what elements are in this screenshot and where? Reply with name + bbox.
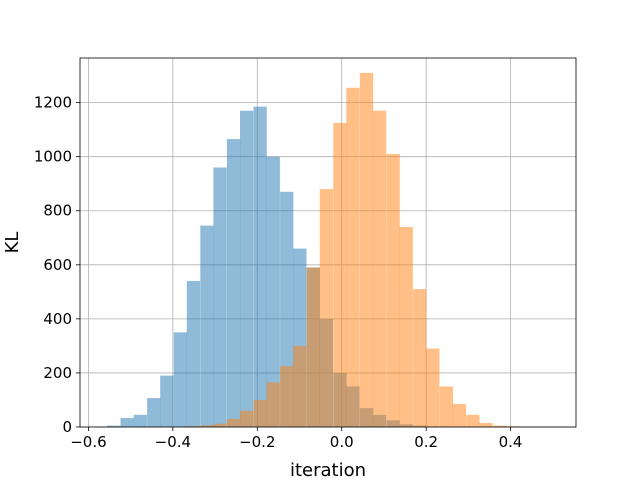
- histogram-bar: [466, 414, 480, 427]
- x-tick-label: 0.0: [330, 433, 354, 451]
- histogram-bar: [186, 426, 201, 427]
- y-tick-label: 400: [43, 310, 72, 328]
- histogram-bar: [293, 345, 307, 427]
- x-tick-label: −0.2: [239, 433, 275, 451]
- histogram-bar: [359, 72, 374, 427]
- y-tick-label: 800: [43, 202, 72, 220]
- histogram-bar: [426, 348, 440, 427]
- histogram-bar: [200, 225, 214, 427]
- histogram-bar: [160, 375, 174, 427]
- histogram-bar: [200, 425, 214, 427]
- histogram-bars: [107, 72, 520, 428]
- histogram-bar: [280, 366, 294, 427]
- y-tick-label: 200: [43, 364, 72, 382]
- histogram-bar: [173, 332, 188, 427]
- histogram-bar: [239, 110, 254, 427]
- histogram-bar: [253, 106, 267, 428]
- histogram-bar: [253, 399, 267, 427]
- histogram-bar: [386, 153, 400, 427]
- histogram-bar: [333, 122, 347, 427]
- histogram-bar: [346, 87, 360, 427]
- histogram-bar: [413, 289, 427, 427]
- histogram-bar: [452, 404, 467, 427]
- x-tick-label: −0.4: [155, 433, 191, 451]
- x-tick-label: 0.4: [499, 433, 523, 451]
- histogram-bar: [306, 267, 320, 427]
- y-tick-label: 600: [43, 256, 72, 274]
- y-tick-label: 1000: [34, 148, 72, 166]
- histogram-bar: [266, 382, 280, 427]
- histogram-bar: [213, 167, 227, 427]
- x-tick-label: 0.2: [414, 433, 438, 451]
- histogram-bar: [133, 414, 147, 427]
- histogram-bar: [399, 226, 413, 427]
- histogram-bar: [226, 139, 241, 427]
- histogram-bar: [492, 425, 507, 427]
- histogram-bar: [479, 422, 493, 427]
- y-tick-label: 1200: [34, 94, 72, 112]
- histogram-bar: [226, 418, 241, 427]
- histogram-bar: [372, 110, 387, 427]
- histogram-bar: [120, 418, 134, 427]
- series-2: [186, 72, 520, 427]
- histogram-bar: [266, 156, 280, 427]
- histogram-bar: [439, 386, 453, 427]
- histogram-bar: [147, 398, 161, 427]
- x-axis-label: iteration: [290, 460, 366, 480]
- x-tick-label: −0.6: [70, 433, 106, 451]
- plot-frame: [79, 57, 577, 428]
- histogram-bar: [107, 425, 121, 427]
- histogram-bar: [213, 423, 227, 427]
- histogram-bar: [239, 410, 254, 427]
- axis-ticks: −0.6 −0.4 −0.2 0.0 0.2 0.4 0 200 400 600 800 1000 12…: [34, 94, 523, 451]
- histogram-bar: [505, 426, 520, 427]
- y-tick-label: 0: [62, 418, 72, 436]
- histogram-bar: [186, 281, 201, 427]
- y-axis-label: KL: [2, 232, 23, 254]
- histogram-bar: [319, 189, 334, 427]
